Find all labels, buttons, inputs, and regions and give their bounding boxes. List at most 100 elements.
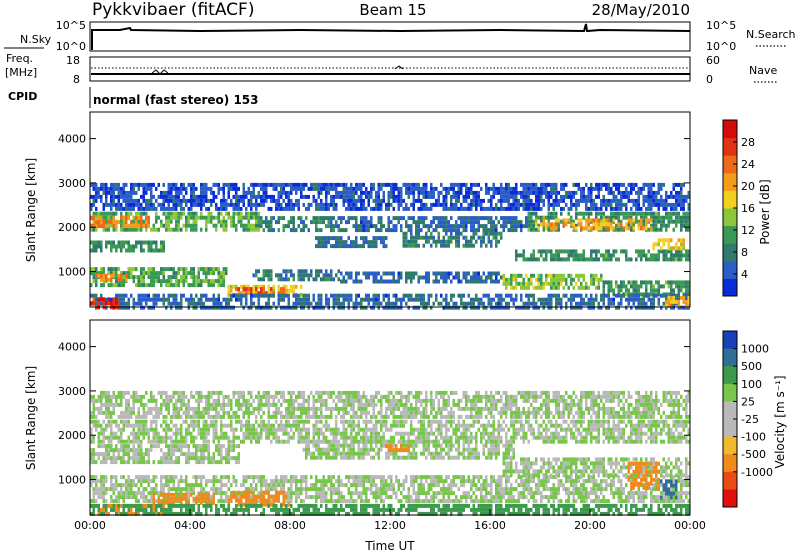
heatmap-cell [292,431,295,436]
heatmap-cell [337,240,340,245]
heatmap-cell [242,182,245,187]
heatmap-cell [325,186,328,191]
heatmap-cell [685,223,688,228]
heatmap-cell [102,419,105,424]
heatmap-cell [600,226,603,231]
heatmap-cell [415,231,418,236]
heatmap-cell [457,231,460,236]
heatmap-cell [560,435,563,440]
heatmap-cell [152,275,155,280]
heatmap-cell [610,186,613,191]
heatmap-cell [155,186,158,191]
heatmap-cell [247,202,250,207]
heatmap-cell [657,257,660,262]
heatmap-cell [407,431,410,436]
heatmap-cell [530,202,533,207]
heatmap-cell [617,219,620,224]
heatmap-cell [377,435,380,440]
heatmap-cell [115,227,118,232]
heatmap-cell [115,248,118,253]
heatmap-cell [332,301,335,306]
heatmap-cell [512,277,515,282]
heatmap-cell [547,439,550,444]
heatmap-cell [635,206,638,211]
heatmap-cell [607,439,610,444]
heatmap-cell [440,216,443,221]
heatmap-cell [660,293,663,298]
heatmap-cell [267,293,270,298]
heatmap-cell [380,182,383,187]
heatmap-cell [110,190,113,195]
heatmap-cell [550,190,553,195]
heatmap-cell [612,297,615,302]
heatmap-cell [290,228,293,233]
heatmap-cell [447,190,450,195]
heatmap-cell [100,427,103,432]
heatmap-cell [532,297,535,302]
heatmap-cell [300,182,303,187]
heatmap-cell [625,222,628,227]
heatmap-cell [107,301,110,306]
heatmap-cell [410,419,413,424]
heatmap-cell [405,431,408,436]
heatmap-cell [667,284,670,289]
heatmap-cell [247,427,250,432]
heatmap-cell [617,190,620,195]
heatmap-cell [110,435,113,440]
heatmap-cell [657,206,660,211]
heatmap-cell [680,439,683,444]
heatmap-cell [440,202,443,207]
heatmap-cell [562,257,565,262]
heatmap-cell [282,277,285,282]
heatmap-cell [100,283,103,288]
heatmap-cell [205,305,208,310]
heatmap-cell [607,431,610,436]
heatmap-cell [330,236,333,241]
heatmap-cell [607,305,610,310]
heatmap-cell [180,198,183,203]
heatmap-cell [127,202,130,207]
heatmap-cell [590,190,593,195]
heatmap-cell [305,216,308,221]
noise-right-tick-high: 10^5 [706,19,736,32]
heatmap-cell [385,427,388,432]
heatmap-cell [265,194,268,199]
heatmap-cell [485,228,488,233]
heatmap-cell [90,224,93,229]
heatmap-cell [567,297,570,302]
heatmap-cell [167,206,170,211]
heatmap-cell [575,419,578,424]
heatmap-cell [215,305,218,310]
heatmap-cell [660,219,663,224]
heatmap-cell [672,431,675,436]
heatmap-cell [242,202,245,207]
heatmap-cell [227,305,230,310]
heatmap-cell [507,198,510,203]
heatmap-cell [577,427,580,432]
heatmap-cell [190,271,193,276]
heatmap-cell [217,271,220,276]
heatmap-cell [630,186,633,191]
heatmap-cell [600,419,603,424]
heatmap-cell [545,281,548,286]
heatmap-cell [442,224,445,229]
heatmap-cell [317,228,320,233]
heatmap-cell [657,186,660,191]
heatmap-cell [590,423,593,428]
heatmap-cell [450,198,453,203]
heatmap-cell [240,284,243,289]
heatmap-cell [405,190,408,195]
heatmap-cell [445,186,448,191]
heatmap-cell [317,305,320,310]
heatmap-cell [95,194,98,199]
heatmap-cell [642,202,645,207]
heatmap-cell [227,202,230,207]
heatmap-cell [482,235,485,240]
heatmap-cell [682,427,685,432]
heatmap-cell [630,439,633,444]
heatmap-cell [460,186,463,191]
heatmap-cell [280,202,283,207]
heatmap-cell [445,431,448,436]
heatmap-cell [152,419,155,424]
heatmap-cell [275,186,278,191]
